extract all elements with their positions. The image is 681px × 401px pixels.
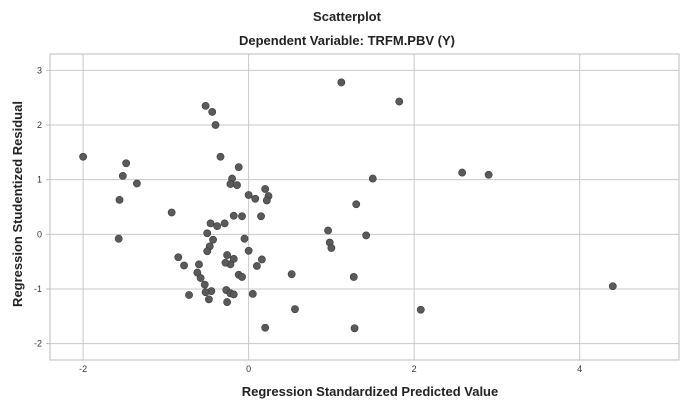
scatter-point [327, 244, 336, 252]
scatter-point [416, 305, 425, 314]
scatter-point [352, 200, 361, 209]
scatter-point [257, 212, 265, 221]
scatter-point [122, 159, 131, 168]
scatter-point [349, 273, 358, 281]
scatter-point [226, 180, 235, 188]
scatter-point [118, 171, 127, 180]
scatter-point [291, 305, 299, 314]
scatter-point [238, 273, 246, 281]
scatter-point [244, 191, 253, 199]
scatter-point [206, 219, 215, 228]
scatter-point [115, 195, 124, 204]
scatter-point [203, 247, 212, 256]
scatter-point [221, 258, 230, 267]
scatter-point [223, 251, 232, 259]
scatter-point [185, 291, 193, 299]
y-tick-label: 0 [37, 229, 42, 239]
scatter-point [251, 194, 260, 203]
scatter-point [208, 108, 217, 116]
scatter-point [262, 196, 271, 205]
y-tick-label: 2 [37, 120, 42, 130]
y-tick-label: -2 [34, 339, 42, 349]
scatter-point [248, 289, 257, 298]
plot-area-frame [49, 53, 680, 361]
scatter-point [220, 219, 229, 228]
axis-ticks: -2 0 2 4 -2 -1 0 1 2 3 [34, 65, 582, 374]
scatter-point [133, 179, 141, 188]
scatter-point [200, 280, 209, 289]
scatter-point [395, 97, 404, 106]
scatter-point [368, 174, 377, 183]
scatter-point [244, 246, 253, 255]
x-tick-label: 0 [246, 364, 251, 374]
grid-lines [50, 54, 679, 360]
scatter-point [257, 255, 266, 264]
scatter-point [233, 181, 241, 190]
scatter-point [201, 288, 210, 297]
scatter-point [201, 102, 210, 110]
scatter-point [229, 290, 238, 299]
scatter-point [324, 226, 332, 235]
scatter-point [216, 152, 225, 161]
scatter-point [79, 152, 88, 161]
scatter-point [205, 295, 213, 304]
scatter-point [287, 270, 296, 279]
scatter-point [229, 211, 238, 220]
y-tick-label: 1 [37, 175, 42, 185]
data-points [79, 78, 617, 333]
scatter-point [240, 234, 249, 243]
y-tick-label: 3 [37, 65, 42, 75]
scatter-point [209, 235, 217, 244]
y-tick-label: -1 [34, 284, 42, 294]
scatter-point [114, 234, 123, 243]
x-tick-label: -2 [79, 364, 87, 374]
scatter-point [608, 282, 617, 291]
scatter-point [458, 168, 467, 177]
scatter-point [253, 262, 261, 270]
x-tick-label: 4 [577, 364, 582, 374]
scatter-point [167, 208, 176, 217]
scatter-point [196, 274, 205, 282]
scatter-point [337, 78, 346, 87]
scatter-point [350, 324, 359, 333]
scatter-point [238, 212, 246, 221]
scatter-point [234, 163, 243, 172]
scatter-point [261, 185, 270, 193]
chart-subtitle: Dependent Variable: TRFM.PBV (Y) [239, 33, 455, 48]
scatter-point [213, 222, 222, 231]
scatter-point [484, 170, 493, 179]
scatter-point [211, 121, 220, 129]
scatter-point [180, 261, 188, 270]
chart-title: Scatterplot [313, 9, 382, 24]
y-axis-label: Regression Studentized Residual [10, 101, 25, 307]
scatter-point [223, 298, 232, 306]
scatter-point [174, 253, 183, 262]
scatter-point [261, 323, 270, 332]
x-tick-label: 2 [412, 364, 417, 374]
x-axis-label: Regression Standardized Predicted Value [242, 384, 498, 399]
scatter-point [362, 231, 371, 240]
scatter-point [195, 260, 203, 269]
scatter-point [203, 229, 212, 238]
